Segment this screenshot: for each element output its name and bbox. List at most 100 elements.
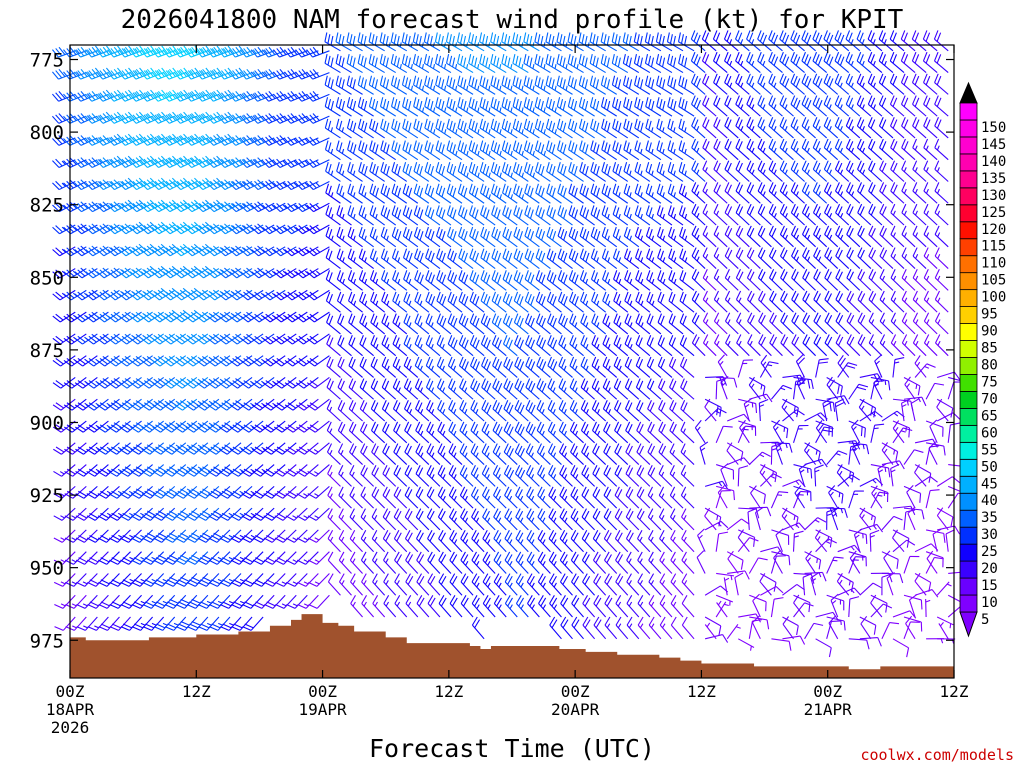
- wind-barb: [846, 247, 861, 269]
- colorbar-segment: [959, 136, 978, 155]
- wind-barb: [779, 138, 794, 161]
- wind-barb: [86, 551, 109, 565]
- wind-barb: [482, 595, 496, 618]
- wind-barb: [394, 595, 408, 618]
- wind-barb: [458, 270, 474, 291]
- wind-barb: [120, 551, 142, 565]
- wind-barb: [413, 140, 430, 161]
- wind-barb: [379, 32, 396, 52]
- wind-barb: [590, 118, 606, 139]
- wind-barb: [523, 140, 540, 161]
- wind-barb: [296, 420, 319, 433]
- wind-barb: [438, 529, 452, 553]
- wind-barb: [578, 118, 595, 139]
- wind-barb: [297, 594, 319, 609]
- wind-barb: [381, 378, 397, 400]
- colorbar-label: 70: [981, 391, 998, 407]
- wind-barb: [307, 529, 330, 543]
- wind-barb: [569, 421, 584, 444]
- wind-barb: [657, 356, 673, 378]
- wind-barb: [579, 226, 595, 248]
- wind-barb: [107, 355, 131, 367]
- wind-barb: [779, 225, 794, 248]
- wind-barb: [85, 355, 109, 367]
- wind-barb: [337, 400, 352, 422]
- wind-barb: [868, 247, 883, 269]
- wind-barb: [702, 247, 717, 269]
- colorbar-label: 95: [981, 307, 998, 323]
- wind-barb: [879, 269, 894, 291]
- wind-barb: [109, 573, 131, 587]
- wind-barb: [457, 140, 474, 161]
- wind-barb: [591, 335, 607, 357]
- wind-barb: [469, 248, 485, 270]
- wind-barb: [646, 378, 662, 400]
- wind-barb: [381, 400, 397, 422]
- wind-barb: [670, 551, 684, 574]
- wind-barb: [480, 270, 496, 291]
- wind-barb: [846, 312, 861, 335]
- wind-barb: [96, 45, 120, 58]
- wind-barb: [691, 117, 706, 139]
- wind-barb: [798, 463, 808, 487]
- wind-barb: [493, 529, 507, 553]
- wind-barb: [359, 335, 374, 357]
- wind-barb: [261, 157, 286, 168]
- wind-barb: [427, 529, 441, 553]
- wind-barb: [770, 597, 784, 618]
- wind-barb: [835, 334, 850, 357]
- wind-barb: [402, 97, 419, 117]
- wind-barb: [403, 313, 419, 335]
- wind-barb: [802, 290, 816, 313]
- wind-barb: [900, 51, 916, 74]
- colorbar-label: 35: [981, 510, 998, 526]
- wind-barb: [914, 363, 936, 378]
- wind-barb: [359, 378, 374, 400]
- wind-barb: [348, 421, 363, 444]
- wind-barb: [603, 443, 618, 465]
- colorbar-label: 85: [981, 341, 998, 357]
- wind-barb: [480, 248, 496, 270]
- wind-barb: [590, 205, 606, 226]
- wind-barb: [791, 334, 805, 357]
- wind-barb: [648, 595, 662, 618]
- wind-barb: [391, 162, 408, 182]
- wind-barb: [415, 443, 430, 465]
- wind-barb: [856, 95, 872, 117]
- wind-barb: [437, 508, 452, 531]
- wind-barb: [335, 32, 352, 52]
- wind-barb: [659, 573, 673, 596]
- wind-barb: [402, 140, 419, 161]
- colorbar-segment: [959, 391, 978, 409]
- wind-barb: [590, 140, 606, 161]
- wind-barb: [824, 225, 839, 248]
- wind-barb: [357, 53, 374, 74]
- wind-barb: [427, 595, 441, 618]
- wind-barb: [468, 53, 485, 74]
- wind-barb: [546, 291, 562, 313]
- wind-barb: [142, 529, 165, 543]
- wind-barb: [435, 162, 452, 182]
- wind-barb: [479, 118, 496, 139]
- wind-barb: [371, 508, 386, 531]
- wind-barb: [358, 183, 374, 204]
- wind-barb: [382, 443, 397, 465]
- wind-barb: [592, 508, 607, 531]
- wind-barb: [306, 398, 330, 411]
- wind-barb: [52, 355, 76, 367]
- wind-barb: [206, 67, 231, 80]
- wind-barb: [901, 117, 916, 139]
- wind-barb: [923, 312, 938, 335]
- wind-barb: [727, 413, 751, 422]
- wind-barb: [903, 449, 924, 465]
- wind-barb: [481, 400, 496, 422]
- colorbar-segment: [959, 441, 978, 460]
- wind-barb: [336, 205, 352, 226]
- wind-barb: [626, 551, 640, 574]
- wind-barb: [590, 162, 606, 182]
- wind-barb: [815, 538, 837, 553]
- wind-barb: [856, 117, 872, 139]
- wind-barb: [735, 160, 750, 182]
- wind-barb: [881, 442, 899, 462]
- wind-barb: [601, 226, 618, 248]
